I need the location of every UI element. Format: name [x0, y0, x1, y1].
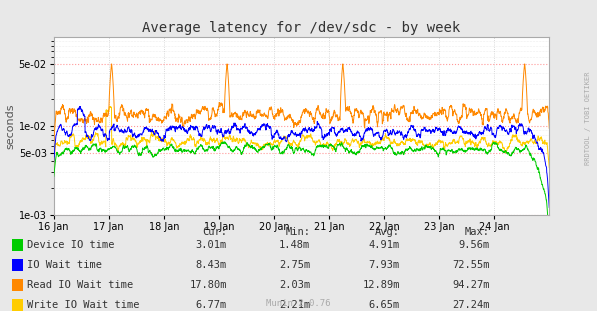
Text: 94.27m: 94.27m — [452, 280, 490, 290]
Text: 7.93m: 7.93m — [369, 260, 400, 270]
Text: Min:: Min: — [285, 227, 310, 237]
Text: 8.43m: 8.43m — [196, 260, 227, 270]
Text: 6.65m: 6.65m — [369, 300, 400, 310]
Text: 27.24m: 27.24m — [452, 300, 490, 310]
Text: 2.03m: 2.03m — [279, 280, 310, 290]
Text: 12.89m: 12.89m — [362, 280, 400, 290]
Text: 9.56m: 9.56m — [458, 240, 490, 250]
Text: IO Wait time: IO Wait time — [27, 260, 102, 270]
Text: RRDTOOL / TOBI OETIKER: RRDTOOL / TOBI OETIKER — [585, 72, 591, 165]
Text: Cur:: Cur: — [202, 227, 227, 237]
Text: Munin 2.0.76: Munin 2.0.76 — [266, 299, 331, 308]
Text: 1.48m: 1.48m — [279, 240, 310, 250]
Text: 17.80m: 17.80m — [189, 280, 227, 290]
Text: 6.77m: 6.77m — [196, 300, 227, 310]
Text: 2.75m: 2.75m — [279, 260, 310, 270]
Y-axis label: seconds: seconds — [6, 103, 16, 149]
Text: 2.21m: 2.21m — [279, 300, 310, 310]
Text: Read IO Wait time: Read IO Wait time — [27, 280, 133, 290]
Text: 4.91m: 4.91m — [369, 240, 400, 250]
Text: Write IO Wait time: Write IO Wait time — [27, 300, 139, 310]
Text: 72.55m: 72.55m — [452, 260, 490, 270]
Text: Max:: Max: — [464, 227, 490, 237]
Title: Average latency for /dev/sdc - by week: Average latency for /dev/sdc - by week — [142, 21, 461, 35]
Text: Avg:: Avg: — [375, 227, 400, 237]
Text: Device IO time: Device IO time — [27, 240, 115, 250]
Text: 3.01m: 3.01m — [196, 240, 227, 250]
